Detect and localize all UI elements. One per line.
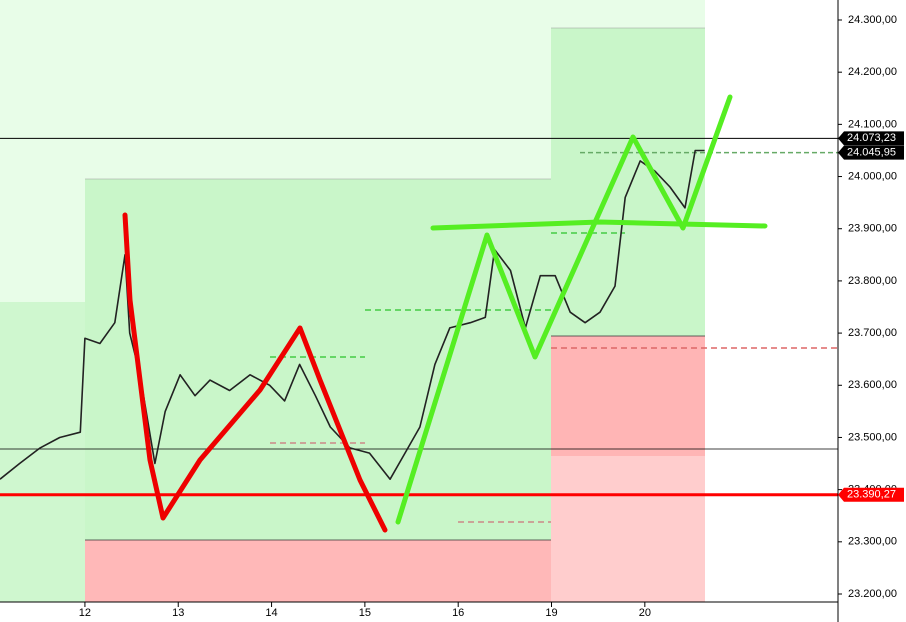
y-tick-label: 23.800,00 — [848, 275, 897, 287]
x-tick-label: 16 — [452, 607, 464, 619]
y-tick-label: 24.200,00 — [848, 66, 897, 78]
y-tick-label: 23.500,00 — [848, 431, 897, 443]
price-tag-label: 24.045,95 — [847, 146, 896, 158]
x-tick-label: 13 — [172, 607, 184, 619]
price-tag — [838, 131, 904, 146]
y-tick-label: 23.600,00 — [848, 379, 897, 391]
y-tick-label: 24.300,00 — [848, 14, 897, 26]
y-tick-label: 24.100,00 — [848, 118, 897, 130]
annotations — [122, 94, 768, 533]
drawn-red — [122, 212, 388, 533]
price-tag-label: 23.390,27 — [847, 489, 896, 501]
axis-layer: 23.200,0023.300,0023.400,0023.500,0023.6… — [79, 14, 904, 619]
price-line-series — [0, 149, 705, 480]
y-tick-label: 23.700,00 — [848, 327, 897, 339]
drawn-green — [395, 94, 733, 525]
y-tick-label: 24.000,00 — [848, 170, 897, 182]
x-tick-label: 14 — [265, 607, 277, 619]
drawn-green — [430, 219, 768, 231]
y-tick-label: 23.200,00 — [848, 588, 897, 600]
y-tick-label: 23.300,00 — [848, 536, 897, 548]
x-tick-label: 15 — [359, 607, 371, 619]
zone — [85, 540, 551, 602]
zone — [0, 302, 85, 602]
zones — [0, 0, 838, 602]
zone — [551, 456, 705, 602]
data-layer — [0, 137, 838, 497]
zone — [551, 336, 705, 456]
price-tag-label: 24.073,23 — [847, 132, 896, 144]
price-tag — [838, 487, 904, 502]
zone — [85, 179, 551, 540]
zone — [551, 28, 705, 336]
price-tag — [838, 145, 904, 160]
x-tick-label: 20 — [639, 607, 651, 619]
y-axis-panel — [838, 0, 906, 622]
y-tick-label: 23.900,00 — [848, 223, 897, 235]
x-axis-panel — [0, 602, 838, 622]
x-tick-label: 19 — [545, 607, 557, 619]
x-tick-label: 12 — [79, 607, 91, 619]
